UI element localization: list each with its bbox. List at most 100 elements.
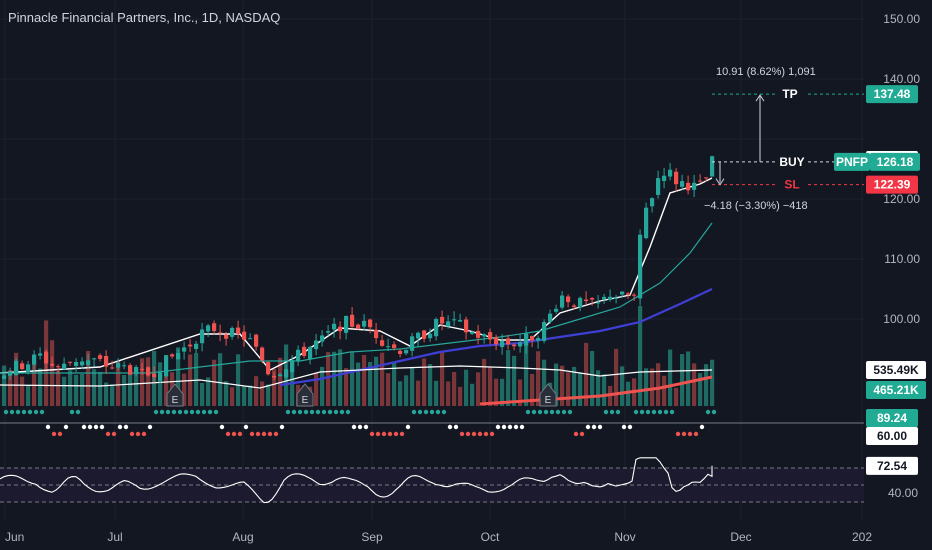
oscillator-dot [525, 409, 531, 415]
candle-body [44, 351, 49, 364]
oscillator-dot [165, 409, 171, 415]
candle-body [650, 198, 655, 207]
ma-line-2 [0, 222, 713, 374]
volume-bar [590, 351, 595, 406]
volume-bar [422, 358, 427, 406]
volume-trend-line [479, 375, 713, 406]
candle-body [380, 340, 385, 346]
rsi-panel: 40.00 [0, 457, 918, 504]
candle-body [32, 354, 37, 365]
trade-overlay[interactable]: 10.91 (8.62%) 1,091 −4.18 (−3.30%) −418 TP… [704, 66, 864, 212]
candle-body [98, 355, 103, 359]
candle-body [170, 354, 175, 357]
price-tick: 110.00 [884, 252, 920, 266]
oscillator-dot [615, 409, 621, 415]
oscillator-dot [237, 431, 243, 437]
volume-bar [638, 306, 643, 406]
oscillator-dot [669, 409, 675, 415]
volume-bar [434, 380, 439, 406]
oscillator-dot [675, 431, 681, 437]
candle-body [494, 337, 499, 345]
volume-bar [398, 381, 403, 406]
candle-body [398, 350, 403, 354]
oscillator-dot [387, 431, 393, 437]
loss-annotation: −4.18 (−3.30%) −418 [704, 200, 808, 212]
oscillator-dot [513, 424, 519, 430]
volume-bar [134, 370, 139, 406]
volume-bar [368, 361, 373, 406]
volume-bar [644, 368, 649, 406]
candle-body [536, 338, 541, 341]
price-tick: 120.00 [883, 192, 920, 206]
oscillator-level-tag-bg [866, 427, 918, 445]
tp-price-tag-bg [866, 85, 918, 104]
candle-body [362, 320, 367, 327]
date-tick: Jun [5, 530, 24, 544]
candle-body [668, 169, 673, 177]
volume-bar [80, 373, 85, 406]
sl-price-tag-text: 122.39 [874, 178, 911, 192]
candle-body [140, 368, 145, 370]
earnings-label: E [302, 395, 309, 406]
volume-bar [320, 366, 325, 406]
oscillator-dot [183, 409, 189, 415]
volume-bar [266, 384, 271, 406]
candle-body [272, 375, 277, 378]
volume-bar [224, 381, 229, 406]
earnings-icon [296, 383, 314, 407]
volume-ma-tag-bg [866, 361, 926, 379]
candle-body [206, 325, 211, 332]
volume-bar [476, 372, 481, 406]
volume-bar [194, 353, 199, 406]
axes: 150.00 140.00 120.00 110.00 100.00 137.48 126.… [5, 12, 926, 544]
candle-body [266, 362, 271, 375]
volume-bar [458, 386, 463, 406]
candle-body [152, 373, 157, 378]
volume-bar [260, 381, 265, 406]
volume-bar [74, 374, 79, 406]
oscillator-dot [291, 409, 297, 415]
candle-body [692, 182, 697, 190]
oscillator-dot [267, 431, 273, 437]
oscillator-dot [135, 431, 141, 437]
volume-bar [26, 384, 31, 406]
oscillator-dot [621, 424, 627, 430]
oscillator-dot [489, 431, 495, 437]
volume-bar [356, 362, 361, 406]
oscillator-dot [573, 431, 579, 437]
volume-bar [86, 350, 91, 406]
rsi-line [0, 457, 713, 504]
symbol-tag-text: PNFP [836, 155, 868, 169]
volume-bar [200, 382, 205, 406]
profit-annotation: 10.91 (8.62%) 1,091 [716, 66, 816, 78]
oscillator-dot [423, 409, 429, 415]
volume-bar [596, 370, 601, 406]
volume-bar [176, 347, 181, 406]
oscillator-dot [519, 424, 525, 430]
volume-bar [446, 381, 451, 406]
oscillator-dot [663, 409, 669, 415]
candle-body [344, 315, 349, 333]
volume-bar [452, 371, 457, 406]
oscillator-dot [171, 409, 177, 415]
candle-body [374, 329, 379, 339]
rsi-tag-bg [866, 456, 918, 475]
volume-bar [572, 366, 577, 406]
volume-bar [218, 353, 223, 406]
volume-ma-tag-text: 535.49K [873, 363, 919, 377]
candle-body [674, 171, 679, 185]
candle-body [386, 346, 391, 348]
oscillator-dot [15, 409, 21, 415]
volume-ma-line [0, 365, 713, 389]
candle-body [110, 367, 115, 369]
candle-body [158, 372, 163, 381]
candle-body [290, 360, 295, 373]
volume-bar [698, 373, 703, 406]
oscillator-dot [393, 431, 399, 437]
volume-bar [242, 385, 247, 406]
candle-body [326, 331, 331, 333]
oscillator-dot [627, 424, 633, 430]
rsi-tag: 72.54 [866, 456, 918, 475]
candle-body [2, 375, 7, 379]
